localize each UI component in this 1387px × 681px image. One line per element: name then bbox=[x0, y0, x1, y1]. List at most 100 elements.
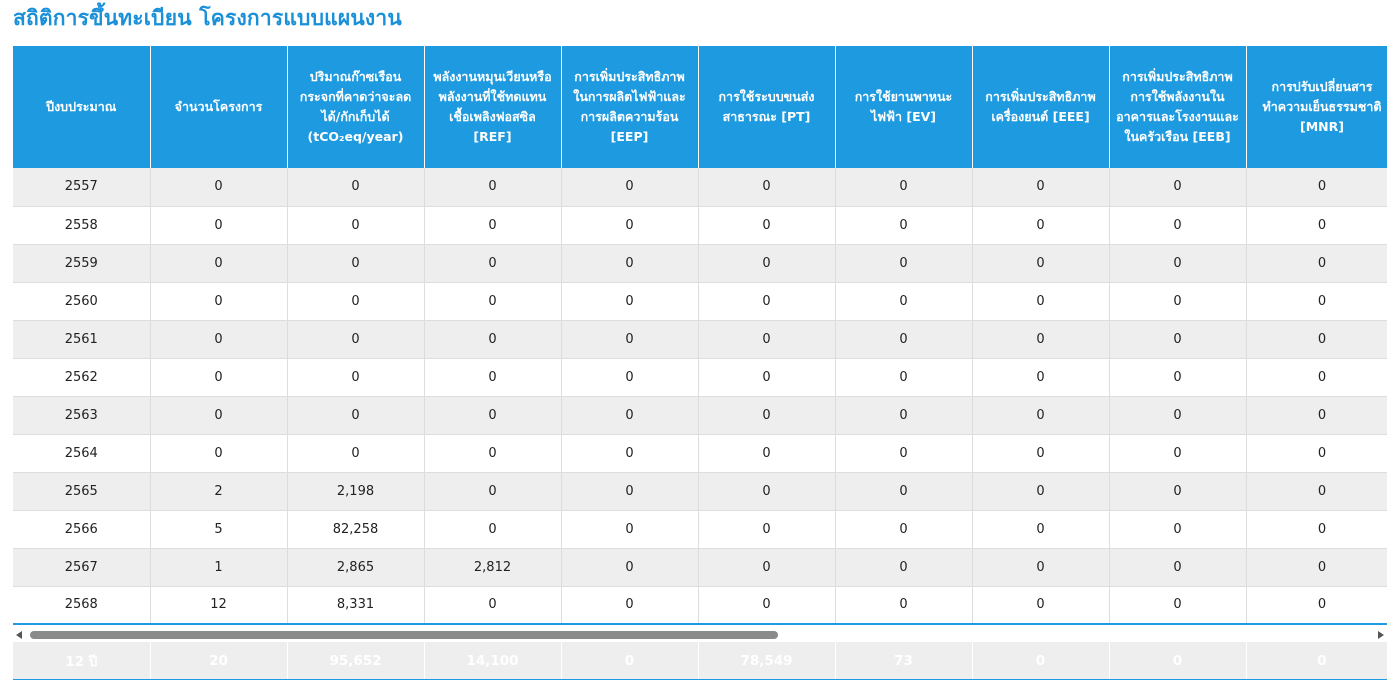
total-cell: 12 ปี bbox=[13, 642, 151, 680]
value-cell: 0 bbox=[287, 358, 425, 397]
column-header: การเพิ่มประสิทธิภาพในการผลิตไฟฟ้าและการผ… bbox=[561, 46, 699, 168]
value-cell: 0 bbox=[424, 282, 562, 321]
value-cell: 0 bbox=[972, 472, 1110, 511]
value-cell: 0 bbox=[150, 206, 288, 245]
value-cell: 0 bbox=[835, 548, 973, 587]
column-header: การเพิ่มประสิทธิภาพการใช้พลังงานในอาคารแ… bbox=[1109, 46, 1247, 168]
value-cell: 0 bbox=[835, 320, 973, 359]
value-cell: 0 bbox=[972, 586, 1110, 625]
value-cell: 0 bbox=[972, 510, 1110, 549]
value-cell: 0 bbox=[1246, 282, 1387, 321]
value-cell: 0 bbox=[972, 396, 1110, 435]
value-cell: 0 bbox=[835, 434, 973, 473]
year-cell: 2565 bbox=[13, 472, 151, 511]
value-cell: 0 bbox=[424, 320, 562, 359]
year-cell: 2568 bbox=[13, 586, 151, 625]
value-cell: 0 bbox=[698, 472, 836, 511]
total-cell: 78,549 bbox=[698, 642, 836, 680]
year-cell: 2558 bbox=[13, 206, 151, 245]
value-cell: 0 bbox=[1109, 472, 1247, 511]
total-cell: 0 bbox=[561, 642, 699, 680]
year-cell: 2562 bbox=[13, 358, 151, 397]
value-cell: 0 bbox=[835, 510, 973, 549]
total-cell: 0 bbox=[972, 642, 1110, 680]
value-cell: 0 bbox=[1109, 282, 1247, 321]
total-cell: 73 bbox=[835, 642, 973, 680]
table-row: 2563 0 0 0 0 0 0 0 0 0 bbox=[13, 396, 1387, 435]
value-cell: 0 bbox=[561, 282, 699, 321]
value-cell: 0 bbox=[698, 358, 836, 397]
value-cell: 0 bbox=[835, 168, 973, 207]
value-cell: 0 bbox=[1246, 320, 1387, 359]
value-cell: 0 bbox=[1246, 168, 1387, 207]
table-row: 2568 12 8,331 0 0 0 0 0 0 0 bbox=[13, 586, 1387, 625]
value-cell: 82,258 bbox=[287, 510, 425, 549]
value-cell: 0 bbox=[972, 358, 1110, 397]
value-cell: 0 bbox=[1246, 396, 1387, 435]
value-cell: 0 bbox=[150, 244, 288, 283]
value-cell: 0 bbox=[972, 320, 1110, 359]
value-cell: 0 bbox=[1246, 510, 1387, 549]
value-cell: 0 bbox=[424, 472, 562, 511]
value-cell: 0 bbox=[561, 320, 699, 359]
value-cell: 0 bbox=[287, 396, 425, 435]
value-cell: 0 bbox=[561, 206, 699, 245]
year-cell: 2557 bbox=[13, 168, 151, 207]
year-cell: 2560 bbox=[13, 282, 151, 321]
value-cell: 0 bbox=[287, 244, 425, 283]
value-cell: 0 bbox=[1109, 358, 1247, 397]
table-row: 2565 2 2,198 0 0 0 0 0 0 0 bbox=[13, 472, 1387, 511]
value-cell: 0 bbox=[150, 358, 288, 397]
total-cell: 0 bbox=[1246, 642, 1387, 680]
value-cell: 0 bbox=[698, 434, 836, 473]
value-cell: 2,865 bbox=[287, 548, 425, 587]
column-header: ปริมาณก๊าซเรือนกระจกที่คาดว่าจะลดได้/กัก… bbox=[287, 46, 425, 168]
value-cell: 0 bbox=[1109, 434, 1247, 473]
column-header: การปรับเปลี่ยนสารทำความเย็นธรรมชาติ [MNR… bbox=[1246, 46, 1387, 168]
value-cell: 0 bbox=[698, 168, 836, 207]
totals-bar: 12 ปี 20 95,652 14,100 0 78,549 73 0 0 0 bbox=[13, 642, 1387, 680]
column-header: การเพิ่มประสิทธิภาพเครื่องยนต์ [EEE] bbox=[972, 46, 1110, 168]
value-cell: 0 bbox=[561, 510, 699, 549]
value-cell: 0 bbox=[1109, 168, 1247, 207]
value-cell: 0 bbox=[835, 586, 973, 625]
value-cell: 0 bbox=[698, 396, 836, 435]
arrow-left-icon[interactable] bbox=[16, 631, 22, 639]
value-cell: 0 bbox=[150, 282, 288, 321]
page-title: สถิติการขึ้นทะเบียน โครงการแบบแผนงาน bbox=[13, 6, 402, 30]
value-cell: 0 bbox=[287, 434, 425, 473]
horizontal-scrollbar[interactable] bbox=[13, 628, 1387, 642]
value-cell: 0 bbox=[835, 244, 973, 283]
table-row: 2562 0 0 0 0 0 0 0 0 0 bbox=[13, 358, 1387, 397]
value-cell: 0 bbox=[424, 434, 562, 473]
value-cell: 0 bbox=[835, 358, 973, 397]
value-cell: 0 bbox=[287, 282, 425, 321]
stats-table: ปีงบประมาณ จำนวนโครงการ ปริมาณก๊าซเรือนกระ… bbox=[13, 46, 1387, 625]
table-row: 2567 1 2,865 2,812 0 0 0 0 0 0 bbox=[13, 548, 1387, 587]
header-row: ปีงบประมาณ จำนวนโครงการ ปริมาณก๊าซเรือนกระ… bbox=[13, 46, 1387, 168]
value-cell: 0 bbox=[1246, 548, 1387, 587]
value-cell: 0 bbox=[561, 472, 699, 511]
table-row: 2558 0 0 0 0 0 0 0 0 0 bbox=[13, 206, 1387, 245]
value-cell: 0 bbox=[698, 320, 836, 359]
scrollbar-thumb[interactable] bbox=[30, 631, 778, 639]
value-cell: 0 bbox=[561, 244, 699, 283]
value-cell: 0 bbox=[424, 358, 562, 397]
value-cell: 0 bbox=[972, 282, 1110, 321]
value-cell: 0 bbox=[424, 244, 562, 283]
arrow-right-icon[interactable] bbox=[1378, 631, 1384, 639]
stats-table-viewport[interactable]: ปีงบประมาณ จำนวนโครงการ ปริมาณก๊าซเรือนกระ… bbox=[13, 46, 1387, 625]
value-cell: 0 bbox=[698, 206, 836, 245]
value-cell: 0 bbox=[1109, 320, 1247, 359]
table-body: 2557 0 0 0 0 0 0 0 0 0 2558 0 0 0 0 0 0 0 0 0 2559 0 0 0 0 0 0 0 0 0 2… bbox=[13, 168, 1387, 625]
year-cell: 2564 bbox=[13, 434, 151, 473]
column-header: พลังงานหมุนเวียนหรือพลังงานที่ใช้ทดแทนเช… bbox=[424, 46, 562, 168]
table-header: ปีงบประมาณ จำนวนโครงการ ปริมาณก๊าซเรือนกระ… bbox=[13, 46, 1387, 168]
value-cell: 0 bbox=[1246, 206, 1387, 245]
value-cell: 0 bbox=[835, 472, 973, 511]
value-cell: 0 bbox=[972, 244, 1110, 283]
value-cell: 0 bbox=[1109, 206, 1247, 245]
value-cell: 0 bbox=[424, 586, 562, 625]
table-row: 2560 0 0 0 0 0 0 0 0 0 bbox=[13, 282, 1387, 321]
value-cell: 0 bbox=[698, 548, 836, 587]
